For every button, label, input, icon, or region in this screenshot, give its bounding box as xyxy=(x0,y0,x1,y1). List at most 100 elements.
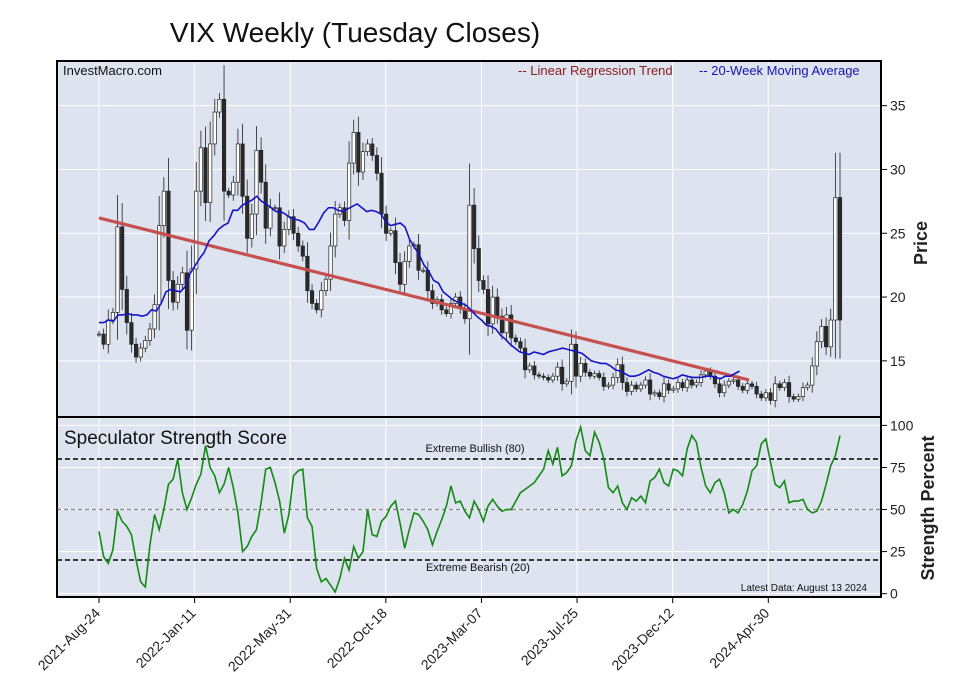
candle xyxy=(360,142,366,181)
x-tick-label: 2022-Oct-18 xyxy=(324,605,390,671)
candle-body xyxy=(685,379,690,389)
candle-body xyxy=(555,366,560,377)
candle xyxy=(189,245,194,351)
candle-body xyxy=(235,143,240,183)
candle-body xyxy=(495,296,500,317)
candle-body xyxy=(152,304,157,330)
candle-body xyxy=(138,347,143,358)
candle-body xyxy=(180,272,185,285)
candle-body xyxy=(360,151,366,173)
candle-body xyxy=(249,213,254,239)
candle-body xyxy=(157,225,162,306)
candle-body xyxy=(365,143,370,152)
candle xyxy=(768,388,773,405)
candle-body xyxy=(550,375,555,381)
candle-body xyxy=(787,382,792,397)
candle xyxy=(499,308,504,340)
strength-ytick-label: 25 xyxy=(890,544,906,560)
candle xyxy=(388,227,393,237)
candle-body xyxy=(578,363,583,377)
strength-title: Speculator Strength Score xyxy=(64,428,287,449)
legend-regression: -- Linear Regression Trend xyxy=(518,63,673,78)
candle xyxy=(143,335,148,353)
x-axis: 2021-Aug-24 2022-Jan-11 2022-May-31 2022-Oc… xyxy=(35,597,773,674)
strength-panel-border xyxy=(56,416,882,598)
candle-body xyxy=(245,195,250,239)
candle-body xyxy=(444,309,449,314)
candle-body xyxy=(513,337,518,343)
candle-body xyxy=(601,377,606,387)
candle xyxy=(661,377,667,403)
candle xyxy=(476,235,481,292)
candle xyxy=(203,126,208,222)
candle xyxy=(819,319,824,349)
candle-body xyxy=(824,326,829,348)
candle xyxy=(731,376,736,385)
candle-body xyxy=(397,262,403,285)
candle-body xyxy=(587,371,592,377)
candle xyxy=(573,331,579,388)
candle-body xyxy=(782,382,787,389)
candle-body xyxy=(499,315,504,334)
candle-body xyxy=(796,396,801,400)
strength-line xyxy=(98,424,841,594)
candle xyxy=(722,380,727,397)
candle xyxy=(680,378,685,392)
candle xyxy=(305,242,310,303)
moving-average-line xyxy=(99,195,740,380)
x-tick-label: 2023-Dec-12 xyxy=(608,605,677,674)
candle-body xyxy=(671,388,676,391)
candle xyxy=(518,337,523,352)
candle-body xyxy=(272,207,278,210)
candle-body xyxy=(657,392,662,397)
candle-body xyxy=(749,383,755,387)
candle-body xyxy=(800,387,806,397)
candle xyxy=(198,130,203,207)
candle xyxy=(597,370,602,381)
candle-body xyxy=(184,272,190,331)
extreme-bullish-label: Extreme Bullish (80) xyxy=(425,443,524,455)
candle-body xyxy=(296,232,301,247)
candle-body xyxy=(819,326,824,343)
candle xyxy=(504,306,509,341)
candle-body xyxy=(726,380,731,386)
candle-body xyxy=(810,365,815,386)
candle xyxy=(833,152,838,359)
candle-body xyxy=(305,255,310,292)
candle xyxy=(319,282,324,318)
candle-body xyxy=(106,319,111,345)
candle-body xyxy=(666,383,671,391)
candle xyxy=(726,378,731,389)
candle-body xyxy=(421,269,426,272)
candle xyxy=(467,163,472,355)
candle xyxy=(513,334,518,345)
candle xyxy=(217,92,222,118)
candle xyxy=(824,317,829,355)
candle xyxy=(671,385,676,394)
candle xyxy=(805,382,810,391)
candle xyxy=(643,376,648,389)
candle xyxy=(291,208,296,241)
candle-body xyxy=(309,290,315,304)
candle-body xyxy=(629,384,634,392)
candle-body xyxy=(323,278,328,292)
x-tick-label: 2022-May-31 xyxy=(225,605,295,675)
candle xyxy=(717,378,722,398)
candle xyxy=(787,375,792,403)
candle xyxy=(328,232,333,292)
candle-body xyxy=(407,245,412,262)
candle xyxy=(240,123,245,214)
candle xyxy=(587,369,592,380)
candle-body xyxy=(212,111,217,145)
candle xyxy=(652,389,657,397)
candle xyxy=(828,308,833,357)
candle xyxy=(282,221,287,253)
candle xyxy=(569,329,574,395)
candle xyxy=(800,382,806,402)
x-tick-label: 2023-Jul-25 xyxy=(518,605,582,669)
candle-body xyxy=(837,197,843,321)
candle-body xyxy=(643,379,648,386)
candle-body xyxy=(564,380,569,385)
candle-body xyxy=(342,207,347,221)
candle xyxy=(740,383,745,394)
